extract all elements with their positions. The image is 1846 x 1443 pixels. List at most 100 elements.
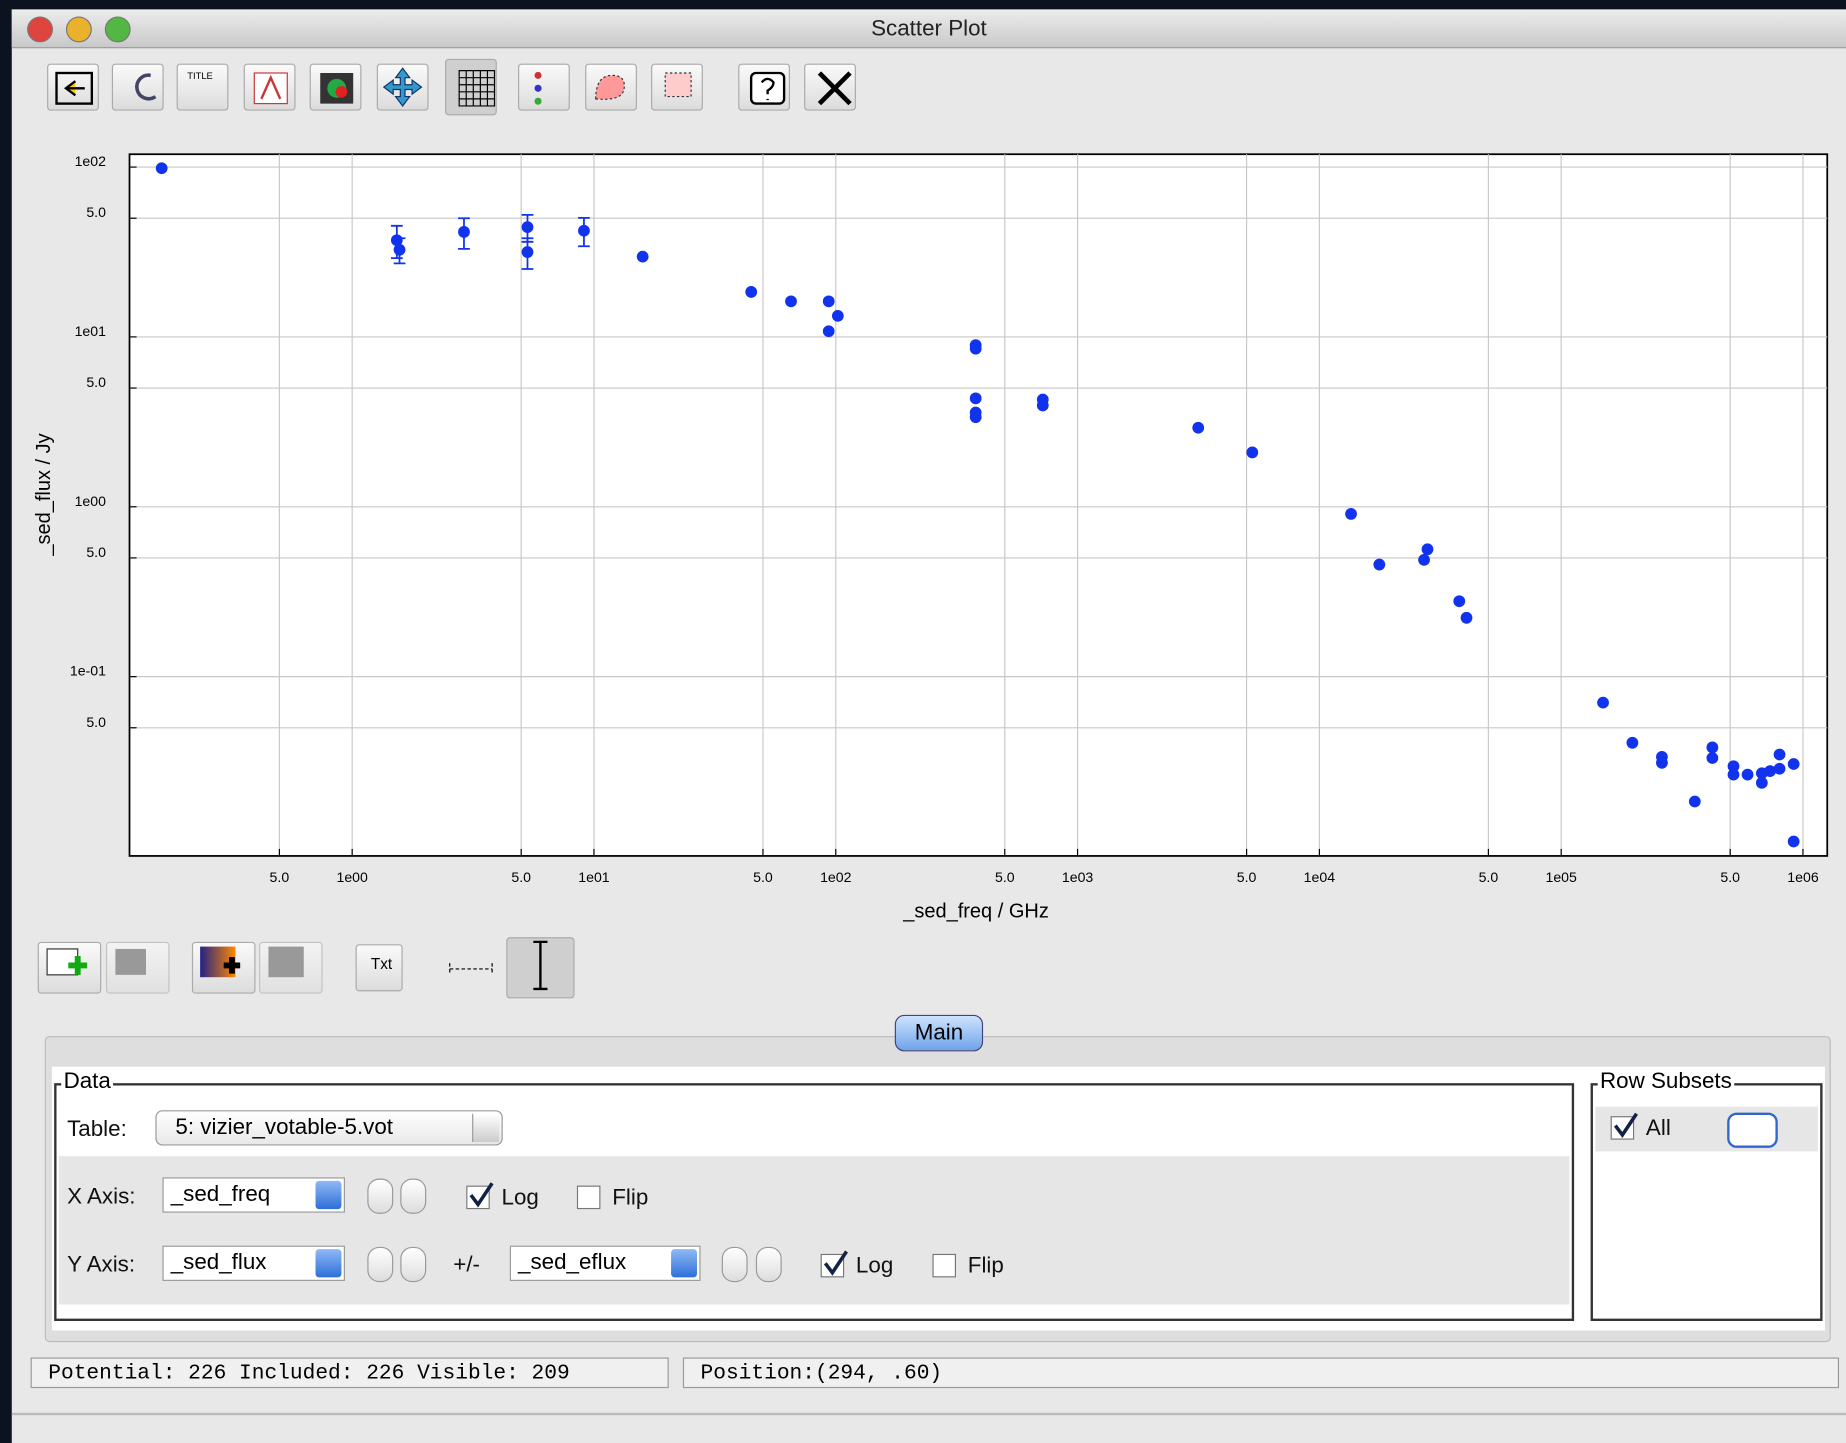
data-point bbox=[1706, 741, 1719, 754]
x-axis-value: _sed_freq bbox=[170, 1182, 271, 1207]
data-point bbox=[155, 162, 168, 175]
separator bbox=[11, 1412, 1846, 1416]
data-point bbox=[969, 342, 982, 355]
x-tick-label: 1e02 bbox=[820, 869, 852, 885]
x-axis-label: _sed_freq / GHz bbox=[902, 901, 1049, 923]
y-tick-label: 5.0 bbox=[86, 544, 106, 560]
checkbox-label: Log bbox=[855, 1253, 894, 1279]
prev-button[interactable] bbox=[367, 1246, 394, 1283]
main-tab[interactable]: Main bbox=[894, 1014, 984, 1052]
data-point bbox=[831, 310, 844, 322]
data-point bbox=[458, 226, 470, 238]
checkbox[interactable] bbox=[466, 1182, 494, 1210]
data-point bbox=[1626, 736, 1639, 749]
error-value: _sed_eflux bbox=[518, 1250, 627, 1276]
close-button[interactable] bbox=[27, 16, 53, 43]
y-axis-value: _sed_flux bbox=[170, 1250, 267, 1276]
data-point bbox=[1688, 795, 1701, 808]
data-point bbox=[1727, 760, 1740, 773]
checkbox-label: Log bbox=[501, 1185, 539, 1211]
x-tick-label: 1e05 bbox=[1545, 869, 1577, 885]
data-point bbox=[1727, 768, 1740, 781]
text-button[interactable]: Txt bbox=[355, 944, 403, 992]
minimize-button[interactable] bbox=[65, 16, 92, 43]
plot-area bbox=[128, 153, 1829, 857]
next-button[interactable] bbox=[400, 1178, 427, 1214]
toolbar-button[interactable] bbox=[518, 63, 570, 111]
data-point bbox=[969, 392, 982, 405]
data-point bbox=[521, 221, 534, 234]
y-tick-label: 1e-01 bbox=[70, 663, 106, 679]
x-tick-label: 1e03 bbox=[1062, 869, 1094, 885]
data-point bbox=[1773, 762, 1786, 775]
y-tick-label: 5.0 bbox=[86, 204, 106, 220]
x-tick-label: 1e00 bbox=[336, 869, 368, 885]
data-point bbox=[1421, 543, 1434, 556]
y-tick-label: 1e00 bbox=[75, 493, 107, 509]
next-button[interactable] bbox=[755, 1246, 782, 1283]
checkbox[interactable] bbox=[1610, 1112, 1638, 1140]
next-button[interactable] bbox=[400, 1246, 427, 1283]
data-point bbox=[521, 246, 534, 258]
data-point bbox=[1755, 776, 1768, 789]
data-point bbox=[1656, 756, 1668, 769]
title-bar bbox=[11, 9, 1846, 49]
data-point bbox=[1460, 611, 1473, 624]
window-title: Scatter Plot bbox=[871, 16, 987, 42]
data-point bbox=[636, 250, 649, 263]
data-point bbox=[1773, 748, 1786, 761]
checkbox[interactable] bbox=[576, 1185, 601, 1210]
y-axis-label: _sed_flux / Jy bbox=[33, 433, 55, 556]
y-axis-select[interactable]: _sed_flux bbox=[162, 1245, 345, 1281]
checkbox[interactable] bbox=[820, 1250, 848, 1278]
y-axis-label: Y Axis: bbox=[67, 1252, 136, 1278]
checkbox-label: Flip bbox=[967, 1253, 1004, 1279]
data-point bbox=[1246, 446, 1259, 459]
y-tick-label: 1e02 bbox=[75, 153, 107, 169]
checkbox-label: All bbox=[1645, 1116, 1671, 1141]
scatter-plot: _sed_freq / GHz _sed_flux / Jy 1e02 5.0 1e… bbox=[33, 153, 1829, 923]
icon-label: TITLE bbox=[187, 70, 213, 82]
toolbar-button[interactable]: TITLE bbox=[176, 63, 229, 111]
zoom-button[interactable] bbox=[104, 16, 131, 43]
x-tick-label: 5.0 bbox=[1720, 869, 1740, 885]
group-title: Data bbox=[61, 1069, 114, 1095]
x-tick-label: 5.0 bbox=[511, 869, 531, 885]
table-value: 5: vizier_votable-5.vot bbox=[175, 1114, 394, 1140]
toolbar-icons bbox=[46, 940, 548, 991]
checkbox-label: Flip bbox=[612, 1185, 649, 1211]
subset-style-button[interactable] bbox=[1727, 1112, 1778, 1148]
x-axis-select[interactable]: _sed_freq bbox=[162, 1177, 345, 1213]
data-point bbox=[1345, 508, 1357, 520]
data-point bbox=[822, 325, 835, 338]
x-axis-label: X Axis: bbox=[67, 1184, 136, 1210]
data-group bbox=[54, 1083, 1575, 1321]
error-select[interactable]: _sed_eflux bbox=[509, 1245, 701, 1281]
group-title: Row Subsets bbox=[1597, 1069, 1735, 1095]
x-tick-label: 1e04 bbox=[1304, 869, 1336, 885]
table-label: Table: bbox=[67, 1117, 127, 1143]
data-point bbox=[1787, 835, 1800, 848]
x-tick-label: 5.0 bbox=[995, 869, 1015, 885]
data-point bbox=[1418, 553, 1430, 566]
data-point bbox=[1036, 399, 1049, 412]
data-point bbox=[1192, 421, 1205, 434]
checkbox[interactable] bbox=[932, 1253, 957, 1278]
table-select[interactable]: 5: vizier_votable-5.vot bbox=[155, 1110, 503, 1146]
data-point bbox=[1787, 758, 1800, 770]
y-tick-label: 5.0 bbox=[86, 714, 106, 730]
x-tick-label: 5.0 bbox=[753, 869, 773, 885]
error-label: +/- bbox=[453, 1252, 481, 1278]
x-tick-label: 1e01 bbox=[578, 869, 610, 885]
prev-button[interactable] bbox=[367, 1178, 394, 1214]
data-point bbox=[393, 243, 406, 256]
status-counts: Potential: 226 Included: 226 Visible: 20… bbox=[30, 1357, 669, 1389]
y-tick-label: 5.0 bbox=[86, 374, 106, 390]
data-point bbox=[822, 295, 835, 308]
data-point bbox=[745, 286, 758, 298]
data-point bbox=[1741, 768, 1754, 781]
data-point bbox=[785, 295, 797, 308]
prev-button[interactable] bbox=[721, 1246, 748, 1283]
